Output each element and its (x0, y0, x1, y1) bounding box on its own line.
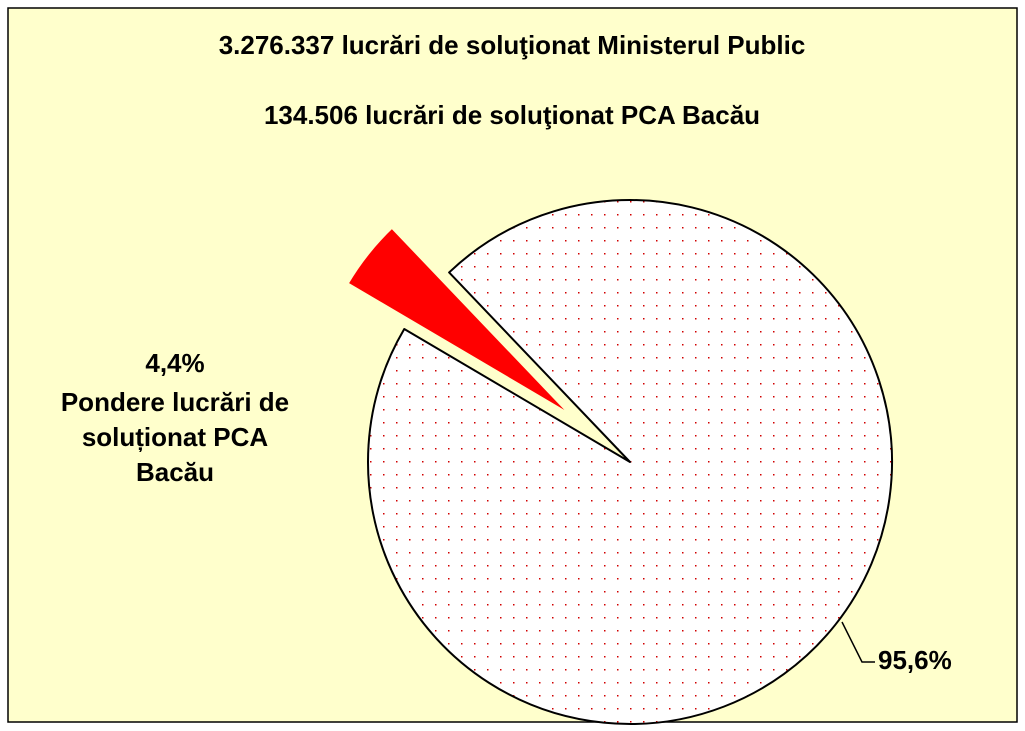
category-label-box: Pondere lucrări de soluționat PCA Bacău (60, 387, 290, 487)
data-label: 4,4% (145, 348, 204, 378)
chart-subtitle: 134.506 lucrări de soluţionat PCA Bacău (264, 100, 760, 130)
pie-slice (367, 199, 893, 725)
chart-title: 3.276.337 lucrări de soluţionat Minister… (219, 30, 806, 60)
data-label: 95,6% (878, 645, 952, 675)
category-label: Pondere lucrări de soluționat PCA Bacău (60, 387, 290, 487)
pie-slice (345, 225, 575, 419)
leader-line (841, 621, 875, 663)
